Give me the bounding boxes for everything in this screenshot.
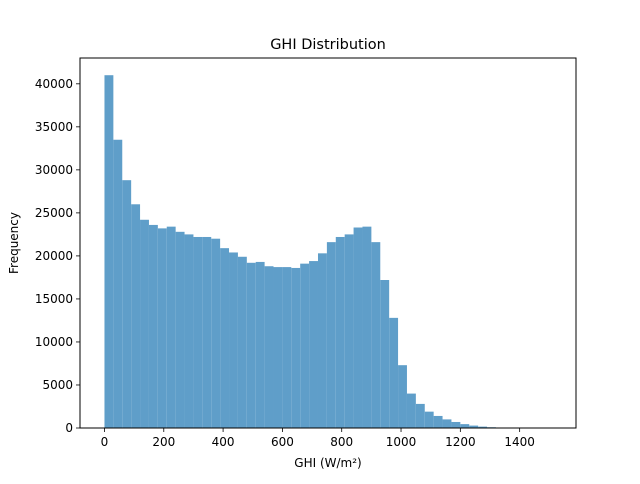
x-axis-label: GHI (W/m²) xyxy=(294,456,361,470)
histogram-bar xyxy=(185,234,194,428)
histogram-bar xyxy=(425,412,434,428)
histogram-bar xyxy=(407,394,416,428)
histogram-bar xyxy=(229,252,238,428)
y-tick-label: 5000 xyxy=(42,378,73,392)
histogram-bar xyxy=(380,280,389,428)
histogram-bar xyxy=(202,237,211,428)
histogram-bar xyxy=(291,268,300,428)
histogram-bar xyxy=(220,248,229,428)
histogram-bar xyxy=(282,267,291,428)
y-tick-label: 40000 xyxy=(35,77,73,91)
x-tick-label: 1400 xyxy=(504,435,535,449)
histogram-bar xyxy=(104,75,113,428)
histogram-bar xyxy=(389,318,398,428)
histogram-bar xyxy=(256,262,265,428)
histogram-bar xyxy=(443,419,452,428)
x-tick-label: 1200 xyxy=(445,435,476,449)
histogram-bar xyxy=(149,225,158,428)
histogram-bar xyxy=(211,239,220,428)
histogram-bar xyxy=(416,404,425,428)
histogram-bar xyxy=(460,424,469,428)
y-axis-label: Frequency xyxy=(7,212,21,274)
x-tick-label: 400 xyxy=(212,435,235,449)
histogram-bar xyxy=(247,263,256,428)
histogram-bar xyxy=(265,266,274,428)
histogram-bar xyxy=(274,267,283,428)
y-tick-label: 35000 xyxy=(35,120,73,134)
histogram-bar xyxy=(122,180,131,428)
x-tick-label: 200 xyxy=(152,435,175,449)
histogram-bar xyxy=(113,140,122,428)
y-tick-label: 10000 xyxy=(35,335,73,349)
histogram-bar xyxy=(176,232,185,428)
histogram-bar xyxy=(362,227,371,428)
chart-title: GHI Distribution xyxy=(270,37,386,53)
y-axis-ticks: 0 5000 10000 15000 20000 25000 30000 35000 40000 xyxy=(35,77,80,435)
histogram-bar xyxy=(318,253,327,428)
histogram-bar xyxy=(434,416,443,428)
x-tick-label: 800 xyxy=(330,435,353,449)
y-tick-label: 0 xyxy=(65,421,73,435)
histogram-bar xyxy=(354,228,363,428)
histogram-bar xyxy=(140,220,149,428)
x-tick-label: 0 xyxy=(101,435,109,449)
histogram-bar xyxy=(300,264,309,428)
x-tick-label: 600 xyxy=(271,435,294,449)
histogram-bar xyxy=(398,365,407,428)
histogram-bar xyxy=(193,237,202,428)
histogram-bar xyxy=(336,237,345,428)
histogram-bars xyxy=(104,75,549,428)
y-tick-label: 20000 xyxy=(35,249,73,263)
y-tick-label: 25000 xyxy=(35,206,73,220)
histogram-bar xyxy=(371,242,380,428)
y-tick-label: 15000 xyxy=(35,292,73,306)
histogram-bar xyxy=(238,257,247,428)
histogram-bar xyxy=(345,234,354,428)
histogram-bar xyxy=(131,204,140,428)
histogram-bar xyxy=(158,228,167,428)
x-tick-label: 1000 xyxy=(386,435,417,449)
histogram-bar xyxy=(327,242,336,428)
histogram-bar xyxy=(167,227,176,428)
y-tick-label: 30000 xyxy=(35,163,73,177)
histogram-bar xyxy=(309,261,318,428)
x-axis-ticks: 0 200 400 600 800 1000 1200 1400 xyxy=(101,428,535,449)
histogram-bar xyxy=(451,422,460,428)
